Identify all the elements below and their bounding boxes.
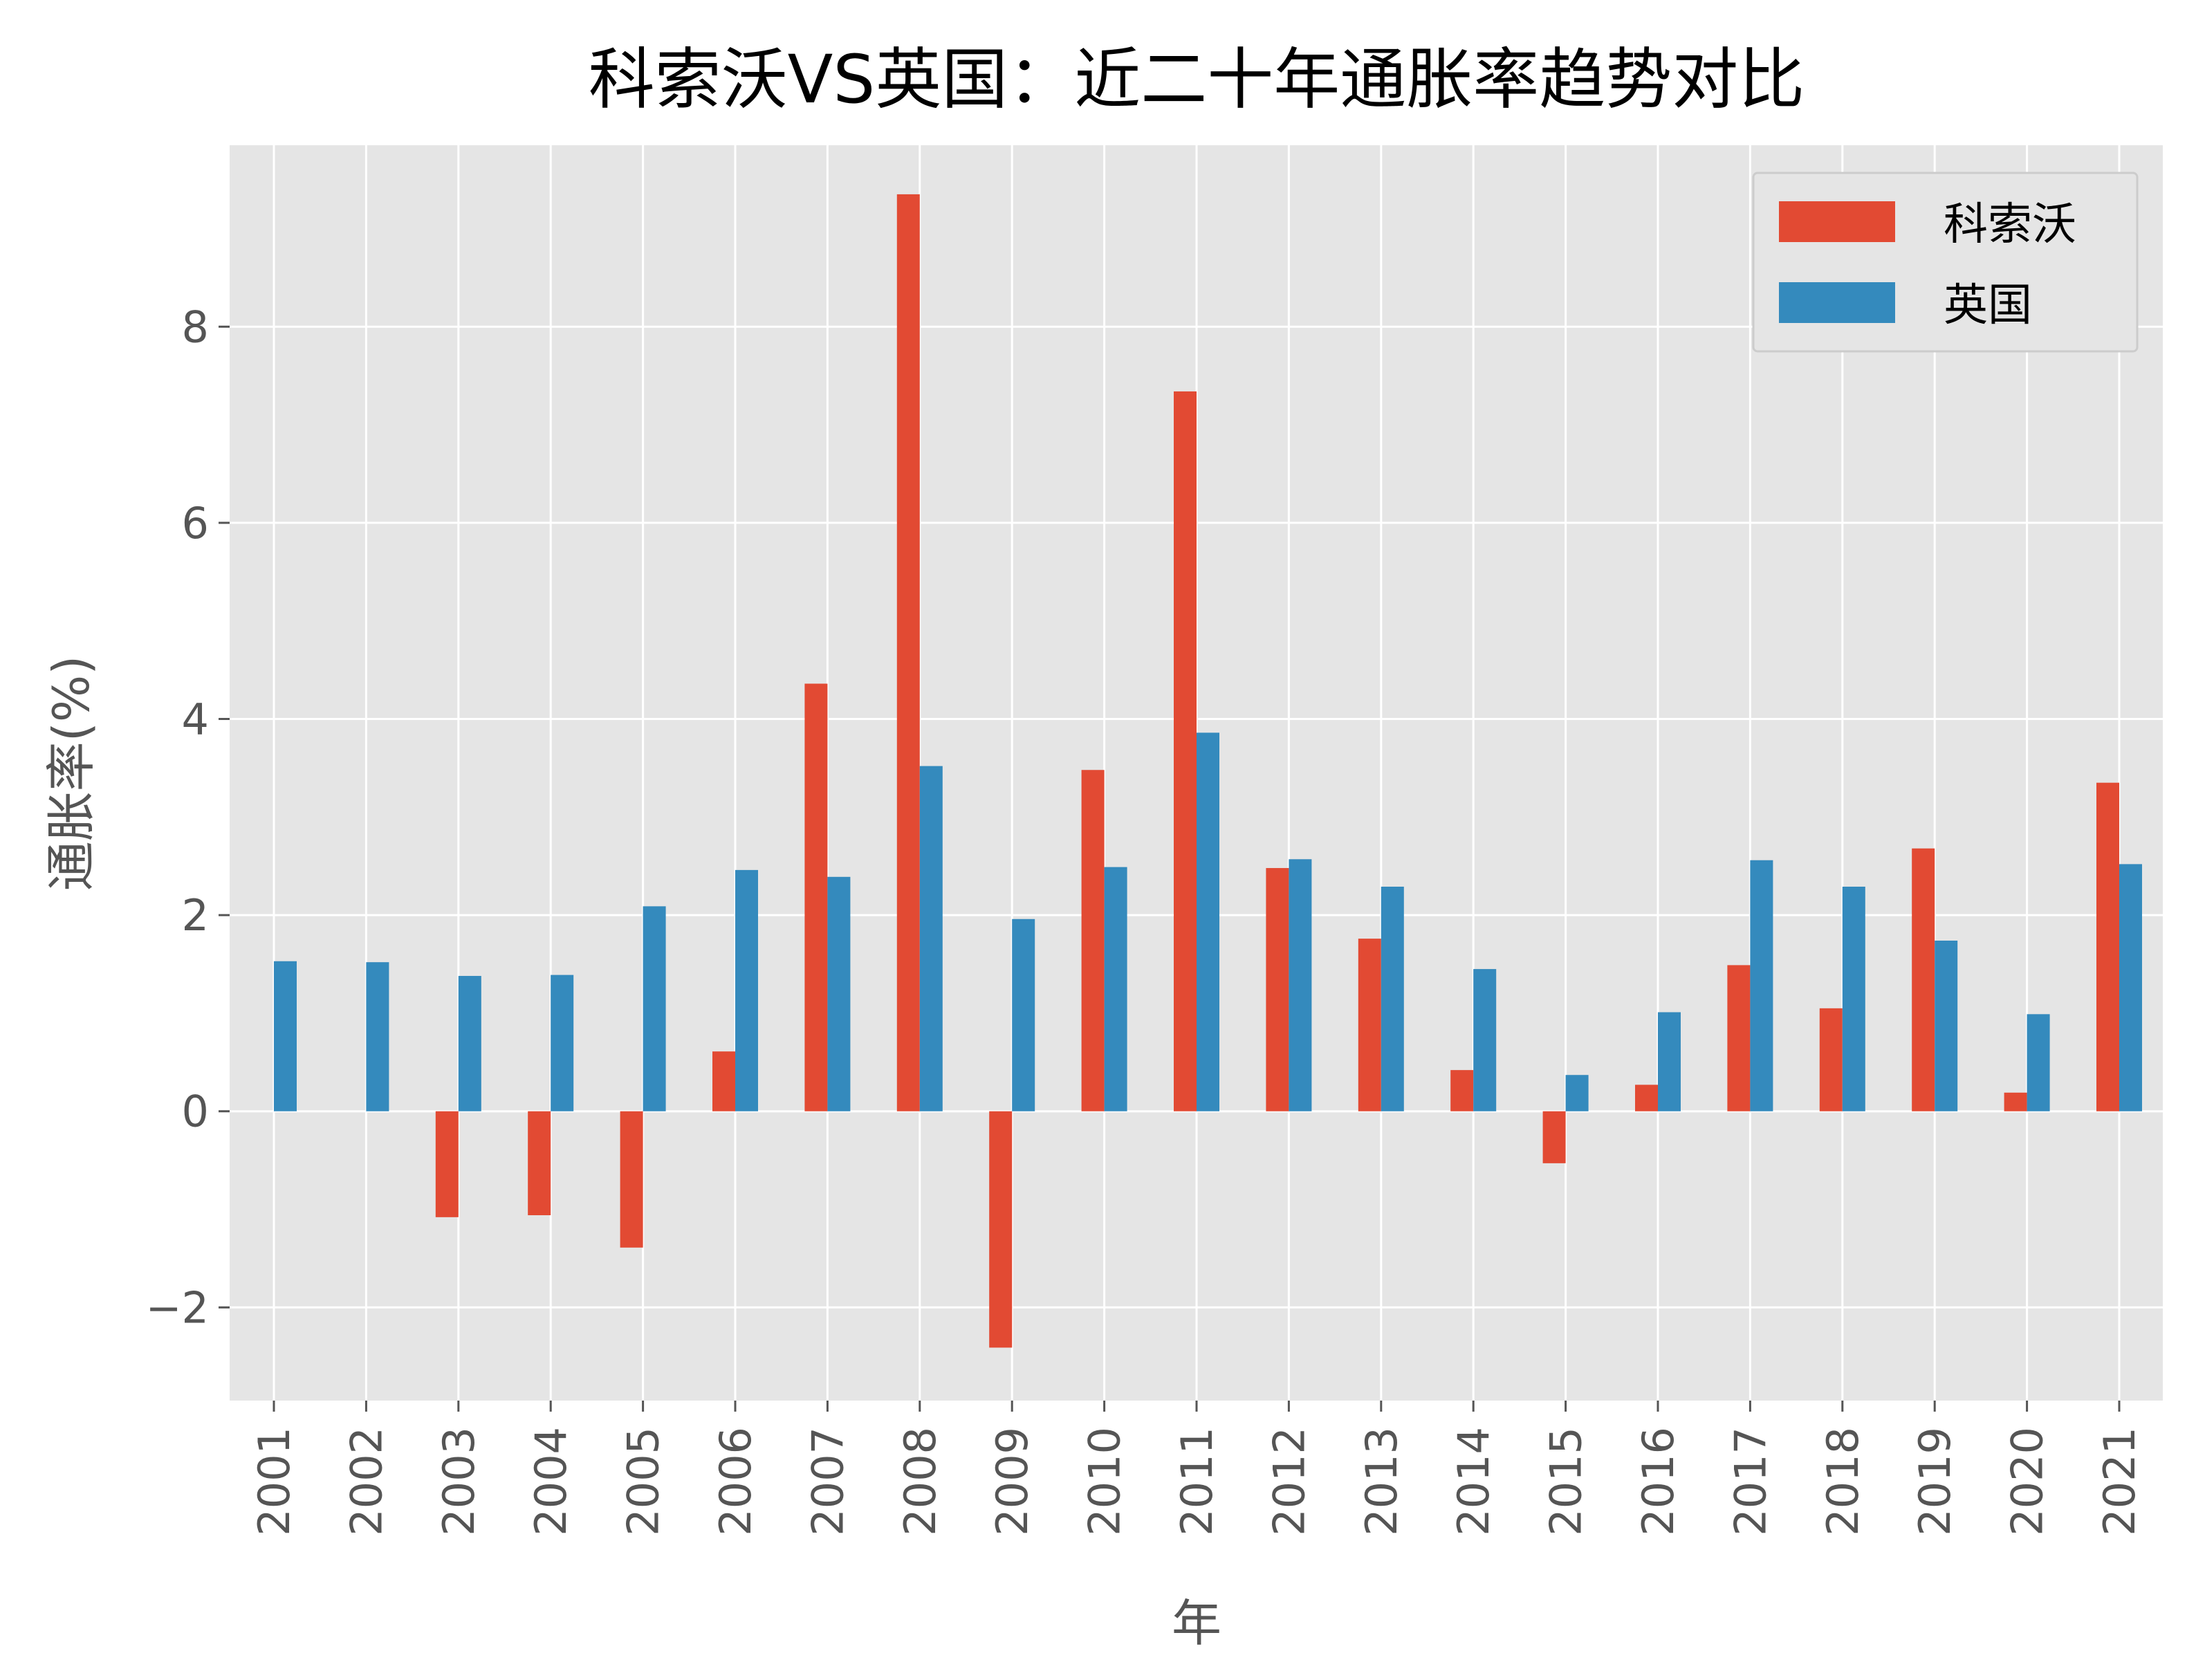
bar-uk-2013 <box>1381 886 1404 1111</box>
bar-kosovo-2005 <box>620 1111 643 1248</box>
bar-kosovo-2016 <box>1635 1084 1658 1111</box>
x-tick-label: 2002 <box>341 1427 391 1536</box>
legend: 科索沃 英国 <box>1752 172 2139 353</box>
bar-uk-2006 <box>735 869 758 1111</box>
x-tick-label: 2008 <box>895 1427 945 1536</box>
x-tick-label: 2012 <box>1264 1427 1314 1536</box>
bar-uk-2002 <box>366 962 389 1111</box>
x-tick-label: 2006 <box>710 1427 761 1536</box>
bar-uk-2018 <box>1842 886 1865 1111</box>
bar-uk-2007 <box>827 876 851 1111</box>
chart-title: 科索沃VS英国：近二十年通胀率趋势对比 <box>589 41 1805 118</box>
x-tick-label: 2021 <box>2094 1427 2145 1536</box>
bar-kosovo-2006 <box>712 1051 735 1111</box>
x-tick-label: 2003 <box>434 1427 484 1536</box>
bar-uk-2019 <box>1935 940 1958 1111</box>
x-tick-label: 2011 <box>1172 1427 1222 1536</box>
x-tick-label: 2001 <box>249 1427 299 1536</box>
bar-kosovo-2013 <box>1358 939 1381 1111</box>
bar-uk-2003 <box>458 976 481 1111</box>
x-tick-label: 2005 <box>618 1427 669 1536</box>
bar-uk-2004 <box>551 975 574 1111</box>
bar-kosovo-2007 <box>804 683 828 1111</box>
bar-kosovo-2017 <box>1727 965 1751 1111</box>
x-axis-label: 年 <box>1172 1594 1221 1652</box>
legend-label-uk: 英国 <box>1944 280 2032 331</box>
bar-uk-2009 <box>1012 919 1035 1111</box>
bar-kosovo-2012 <box>1266 868 1289 1111</box>
bar-kosovo-2009 <box>989 1111 1013 1348</box>
y-tick-label: 0 <box>182 1087 209 1137</box>
x-tick-label: 2010 <box>1080 1427 1130 1536</box>
bar-kosovo-2003 <box>435 1111 459 1217</box>
x-tick-label: 2013 <box>1356 1427 1407 1536</box>
bar-uk-2020 <box>2027 1014 2050 1111</box>
bar-series-group <box>274 194 2142 1348</box>
legend-label-kosovo: 科索沃 <box>1944 199 2076 250</box>
bar-kosovo-2018 <box>1819 1008 1843 1111</box>
x-tick-label: 2015 <box>1541 1427 1591 1536</box>
x-tick-label: 2007 <box>802 1427 853 1536</box>
bar-uk-2001 <box>274 961 297 1111</box>
y-tick-label: 6 <box>182 498 209 548</box>
bar-uk-2021 <box>2119 864 2142 1111</box>
bar-kosovo-2021 <box>2096 782 2119 1111</box>
x-tick-label: 2020 <box>2002 1427 2053 1536</box>
bar-kosovo-2020 <box>2004 1092 2027 1111</box>
bar-uk-2012 <box>1289 859 1312 1111</box>
bar-kosovo-2011 <box>1174 391 1197 1111</box>
bar-uk-2015 <box>1565 1075 1589 1111</box>
x-tick-label: 2018 <box>1818 1427 1868 1536</box>
bar-kosovo-2019 <box>1912 848 1935 1111</box>
x-tick-label: 2014 <box>1448 1427 1499 1536</box>
x-axis: 2001 2002 2003 2004 2005 2006 2007 2008 2009 2010… <box>249 1401 2145 1536</box>
bar-uk-2011 <box>1197 732 1219 1111</box>
bar-kosovo-2014 <box>1450 1070 1474 1111</box>
bar-uk-2008 <box>919 766 943 1111</box>
y-tick-label: 2 <box>182 890 209 941</box>
y-axis-label: 通胀率(%) <box>42 656 100 892</box>
x-tick-label: 2009 <box>987 1427 1037 1536</box>
bar-uk-2005 <box>643 906 666 1111</box>
legend-swatch-kosovo <box>1779 201 1895 242</box>
bar-kosovo-2008 <box>896 194 920 1111</box>
y-tick-label: 4 <box>182 694 209 745</box>
x-tick-label: 2004 <box>526 1427 576 1536</box>
bar-uk-2014 <box>1473 969 1497 1111</box>
x-tick-label: 2016 <box>1633 1427 1683 1536</box>
bar-kosovo-2004 <box>528 1111 551 1216</box>
y-tick-label: −2 <box>146 1282 209 1333</box>
x-tick-label: 2017 <box>1725 1427 1775 1536</box>
bar-kosovo-2010 <box>1081 770 1105 1111</box>
bar-kosovo-2015 <box>1542 1111 1566 1163</box>
bar-uk-2010 <box>1104 867 1127 1111</box>
x-tick-label: 2019 <box>1910 1427 1960 1536</box>
bar-uk-2016 <box>1658 1012 1681 1111</box>
y-tick-label: 8 <box>182 302 209 352</box>
bar-uk-2017 <box>1750 860 1773 1111</box>
legend-swatch-uk <box>1779 282 1895 323</box>
y-axis: −2 0 2 4 6 8 <box>146 302 230 1333</box>
